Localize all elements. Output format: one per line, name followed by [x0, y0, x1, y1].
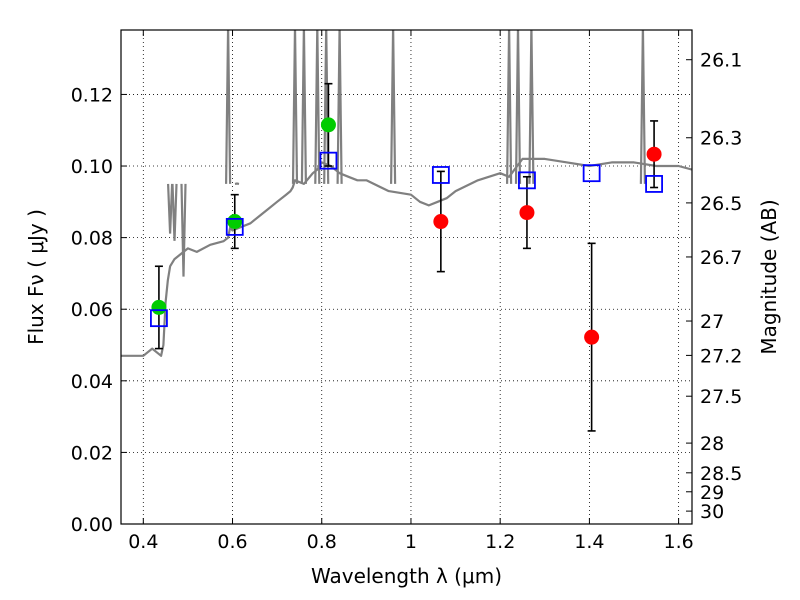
emission-line-spike: [291, 30, 299, 184]
x-tick-label: 0.8: [307, 531, 337, 553]
y-tick-label: 0.10: [71, 156, 113, 178]
x-tick-label: 0.6: [217, 531, 247, 553]
photometry-point: [320, 117, 336, 133]
right-axis-title: Magnitude (AB): [757, 199, 781, 354]
photometry-point: [646, 146, 662, 162]
emission-line-spike: [171, 183, 178, 241]
right-tick-label: 27.2: [700, 345, 742, 367]
emission-line-spike: [300, 30, 307, 184]
model-flux-square: [518, 171, 536, 190]
y-tick-label: 0.12: [71, 84, 113, 106]
right-tick-label: 28.5: [700, 463, 742, 485]
emission-line-spike: [639, 30, 646, 184]
axis-ticks: 0.4 0.6 0.8 1 1.2 1.4 1.6 0.00 0.02 0.04 0.06 0.08 0…: [71, 30, 742, 553]
emission-line-spike: [528, 30, 535, 184]
emission-line-spike: [336, 30, 343, 184]
x-tick-label: 0.4: [128, 531, 158, 553]
emission-line-spike: [506, 30, 513, 184]
y-tick-label: 0.04: [71, 371, 113, 393]
emission-line-spike: [167, 183, 174, 234]
emission-line-spike: [225, 30, 232, 184]
right-tick-label: 30: [700, 501, 724, 523]
model-spectrum-line: [121, 157, 692, 357]
photometry-point: [433, 214, 449, 230]
y-tick-label: 0.02: [71, 442, 113, 464]
model-flux-square: [150, 309, 168, 328]
model-flux-square: [431, 166, 450, 184]
right-tick-label: 27: [700, 311, 724, 333]
photometry-point: [151, 299, 167, 315]
emission-line-spike: [390, 30, 397, 184]
x-axis-title: Wavelength λ (μm): [311, 564, 502, 588]
right-tick-label: 29: [700, 482, 724, 504]
model-flux-square: [645, 175, 663, 193]
right-tick-label: 26.7: [700, 247, 742, 269]
x-tick-label: 1.2: [485, 531, 515, 553]
plot-content: [121, 30, 692, 432]
photometry-point: [519, 205, 535, 221]
right-tick-label: 27.5: [700, 386, 742, 408]
y-tick-label: 0.08: [71, 228, 113, 250]
y-tick-label: 0.06: [71, 299, 113, 321]
model-flux-square: [225, 217, 244, 236]
emission-line-spike: [514, 30, 522, 184]
photometry-point: [584, 329, 600, 345]
right-tick-label: 28: [700, 433, 724, 455]
plot-frame: [120, 29, 693, 525]
grid-lines: [121, 30, 692, 525]
model-flux-square: [582, 164, 601, 183]
x-tick-label: 1: [405, 531, 417, 553]
emission-line-spike: [180, 183, 187, 277]
model-flux-square: [319, 151, 338, 170]
x-tick-label: 1.4: [574, 531, 604, 553]
right-tick-label: 26.3: [700, 128, 742, 150]
right-tick-label: 26.1: [700, 50, 742, 72]
right-tick-label: 26.5: [700, 193, 742, 215]
y-axis-title: Flux Fν ( μJy ): [24, 209, 48, 345]
emission-line-spike: [314, 30, 321, 184]
photometry-point: [227, 214, 243, 230]
x-tick-label: 1.6: [664, 531, 694, 553]
emission-line-spike: [323, 30, 330, 184]
y-tick-label: 0.00: [71, 514, 113, 536]
